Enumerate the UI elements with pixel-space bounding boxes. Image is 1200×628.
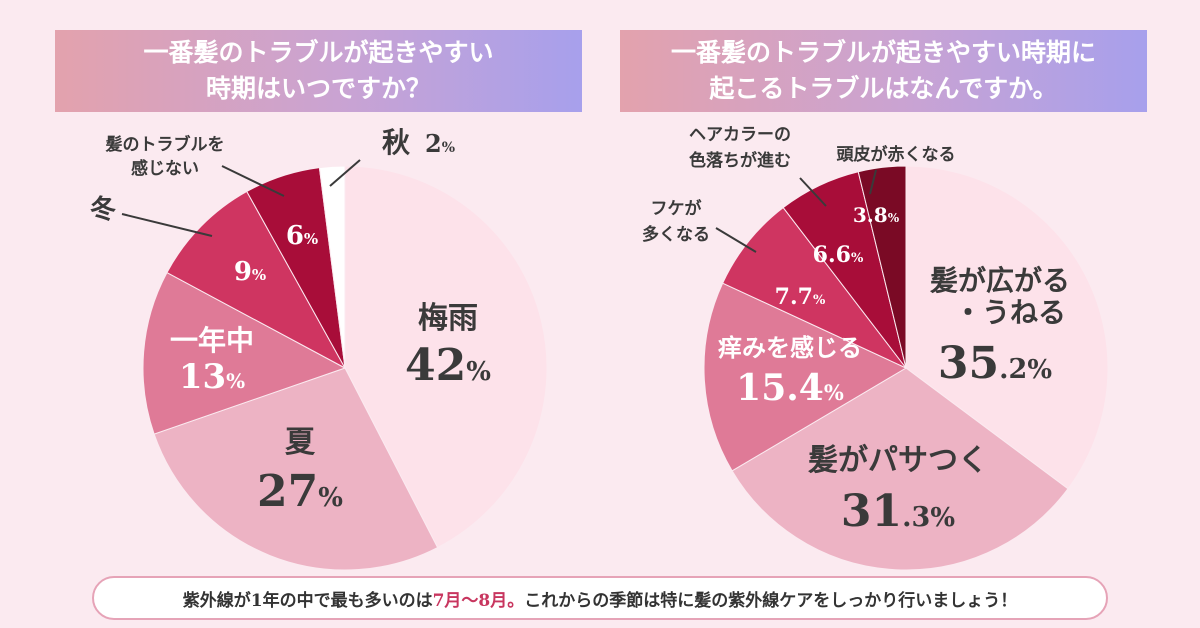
label-haircolor-line2: 色落ちが進む xyxy=(689,150,791,171)
leader-kanjinai xyxy=(221,165,285,197)
value-aki: 2% xyxy=(425,129,455,158)
value-hirogaru: 35.2% xyxy=(938,338,1052,389)
value-pasatsuku: 31.3% xyxy=(841,486,955,537)
label-fuke-line1: フケが xyxy=(651,198,702,219)
slice-2 xyxy=(142,271,347,435)
label-tsuyu: 梅雨 xyxy=(418,301,478,336)
footer-note: 紫外線が1年の中で最も多いのは 7月～8月。 これからの季節は特に髪の紫外線ケア… xyxy=(92,576,1108,620)
label-pasatsuku: 髪がパサつく xyxy=(807,443,988,478)
right-title-line2: 起こるトラブルはなんですか。 xyxy=(709,74,1058,103)
right-title-line1: 一番髪のトラブルが起きやすい時期に xyxy=(670,38,1096,67)
footer-text-pre: 紫外線が1年の中で最も多いのは xyxy=(182,590,433,611)
leader-aki xyxy=(329,159,361,187)
value-kanjinai: 6% xyxy=(286,221,318,251)
value-toohi: 3.8% xyxy=(853,203,900,227)
footer-highlight: 7月～8月。 xyxy=(432,590,525,611)
label-toohi: 頭皮が赤くなる xyxy=(837,144,956,165)
leader-haircolor xyxy=(799,177,827,207)
slice-1 xyxy=(153,367,439,571)
label-hirogaru-line1: 髪が広がる xyxy=(929,264,1070,297)
right-slice-5 xyxy=(857,165,907,369)
label-fuyu: 冬 xyxy=(90,195,116,225)
slice-0 xyxy=(344,165,548,549)
label-kayumi: 痒みを感じる xyxy=(718,333,862,362)
leader-fuke xyxy=(715,227,757,253)
label-fuke-line2: 多くなる xyxy=(642,224,710,245)
label-ichinenju: 一年中 xyxy=(170,324,254,357)
slice-5 xyxy=(318,165,346,369)
value-natsu: 27% xyxy=(257,466,343,517)
footer-text-post: これからの季節は特に髪の紫外線ケアをしっかり行いましょう！ xyxy=(524,590,1018,611)
right-slice-2 xyxy=(703,282,908,472)
label-kanjinai-line2: 感じない xyxy=(131,158,199,179)
value-fuke: 7.7% xyxy=(775,284,826,310)
left-title-line1: 一番髪のトラブルが起きやすい xyxy=(143,38,494,67)
label-natsu: 夏 xyxy=(285,425,316,460)
value-fuyu: 9% xyxy=(234,257,266,287)
right-slice-1 xyxy=(731,367,1069,571)
leader-fuyu xyxy=(121,213,213,237)
right-chart-title: 一番髪のトラブルが起きやすい時期に 起こるトラブルはなんですか。 xyxy=(620,30,1147,112)
value-haircolor: 6.6% xyxy=(813,242,864,268)
label-kanjinai-line1: 髪のトラブルを xyxy=(105,134,225,155)
label-hirogaru-line2: ・うねる xyxy=(954,296,1066,329)
value-kayumi: 15.4% xyxy=(736,367,844,409)
right-slice-3 xyxy=(722,206,907,369)
value-tsuyu: 42% xyxy=(405,340,491,391)
left-chart-title: 一番髪のトラブルが起きやすい 時期はいつですか？ xyxy=(55,30,582,112)
label-haircolor-line1: ヘアカラーの xyxy=(689,125,791,145)
right-slice-0 xyxy=(905,165,1109,490)
leader-toohi xyxy=(869,169,877,195)
value-ichinenju: 13% xyxy=(179,357,245,397)
left-title-line2: 時期はいつですか？ xyxy=(205,74,431,103)
label-aki: 秋 xyxy=(382,126,411,159)
